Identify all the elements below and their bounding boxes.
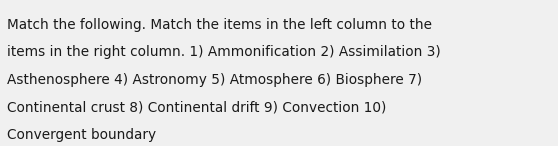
Text: Convergent boundary: Convergent boundary bbox=[7, 128, 156, 142]
Text: items in the right column. 1) Ammonification 2) Assimilation 3): items in the right column. 1) Ammonifica… bbox=[7, 45, 440, 59]
Text: Asthenosphere 4) Astronomy 5) Atmosphere 6) Biosphere 7): Asthenosphere 4) Astronomy 5) Atmosphere… bbox=[7, 73, 422, 87]
Text: Continental crust 8) Continental drift 9) Convection 10): Continental crust 8) Continental drift 9… bbox=[7, 101, 386, 115]
Text: Match the following. Match the items in the left column to the: Match the following. Match the items in … bbox=[7, 18, 432, 32]
